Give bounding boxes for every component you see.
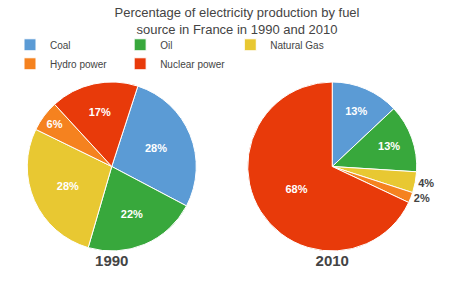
svg-text:68%: 68% xyxy=(285,183,307,195)
svg-text:Oil: Oil xyxy=(160,40,172,51)
svg-text:Coal: Coal xyxy=(50,40,71,51)
svg-text:6%: 6% xyxy=(47,118,63,130)
svg-text:2%: 2% xyxy=(414,192,430,204)
svg-text:Hydro power: Hydro power xyxy=(50,59,107,70)
svg-text:2010: 2010 xyxy=(316,252,349,269)
svg-text:Percentage of electricity prod: Percentage of electricity production by … xyxy=(115,5,360,37)
svg-text:17%: 17% xyxy=(89,106,111,118)
svg-text:22%: 22% xyxy=(121,208,143,220)
svg-text:1990: 1990 xyxy=(95,252,128,269)
svg-text:4%: 4% xyxy=(418,177,434,189)
svg-text:13%: 13% xyxy=(378,140,400,152)
svg-text:28%: 28% xyxy=(145,142,167,154)
svg-text:13%: 13% xyxy=(345,105,367,117)
svg-text:Nuclear power: Nuclear power xyxy=(160,59,225,70)
svg-text:28%: 28% xyxy=(57,180,79,192)
svg-text:Natural Gas: Natural Gas xyxy=(270,40,323,51)
